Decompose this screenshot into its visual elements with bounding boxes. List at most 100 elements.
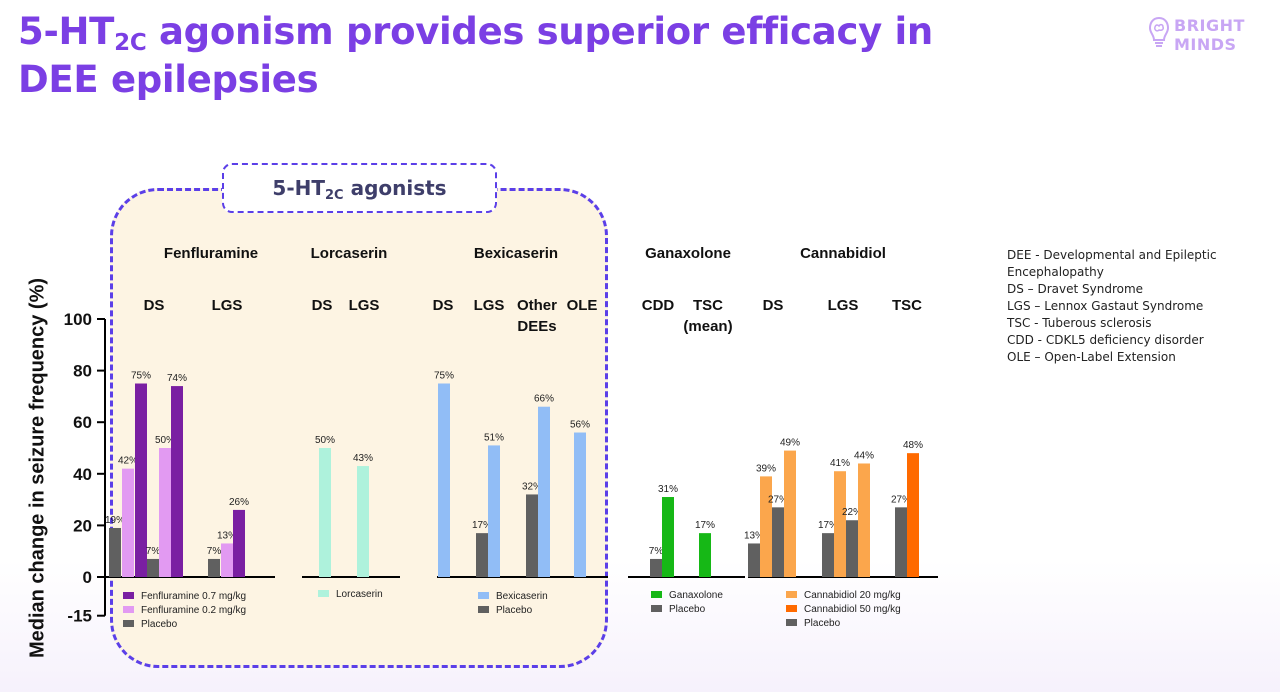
logo-line-1: BRIGHT (1174, 16, 1245, 35)
glossary-item: CDD - CDKL5 deficiency disorder (1007, 333, 1204, 347)
legend-swatch-placebo (786, 619, 797, 626)
group-label: DS (763, 297, 784, 314)
bar-value-label: 42% (118, 456, 138, 467)
group-label: DS (433, 297, 454, 314)
bar-value-label: 13% (217, 530, 237, 541)
legend-swatch-cannabidiol-20-mg-kg (786, 591, 797, 598)
bar-placebo (476, 533, 488, 577)
group-label: LGS (828, 297, 859, 314)
legend-label: Placebo (496, 605, 533, 616)
bar-value-label: 27% (768, 494, 788, 505)
glossary-item: DS – Dravet Syndrome (1007, 282, 1144, 296)
bar-value-label: 39% (756, 463, 776, 474)
bar-placebo (846, 520, 858, 577)
bar-fenfluramine-0-7-mg-kg (171, 386, 183, 577)
bar-placebo (147, 558, 159, 577)
legend-label: Ganaxolone (669, 590, 723, 601)
bar-value-label: 17% (695, 520, 715, 531)
legend-label: Placebo (804, 618, 841, 629)
bar-lorcaserin (319, 448, 331, 577)
y-tick-label: 80 (73, 362, 92, 381)
bar-value-label: 31% (658, 484, 678, 495)
efficacy-bar-chart: 100 80 60 40 20 0 -15 Fenfluramine Lorcaserin Bex… (64, 245, 938, 630)
group-label: OLE (567, 297, 598, 314)
bar-cannabidiol-50-mg-kg (907, 453, 919, 577)
bar-cannabidiol-20-mg-kg (834, 471, 846, 577)
y-tick-label: 40 (73, 465, 92, 484)
bar-value-label: 56% (570, 420, 590, 431)
abbreviation-glossary: DEE - Developmental and Epileptic Enceph… (1007, 247, 1247, 366)
bar-value-label: 41% (830, 458, 850, 469)
bar-value-label: 19% (105, 515, 125, 526)
bar-placebo (772, 507, 784, 577)
legend-swatch-fenfluramine-0-2-mg-kg (123, 606, 134, 613)
bar-fenfluramine-0-2-mg-kg (221, 543, 233, 577)
bar-value-label: 7% (649, 546, 664, 557)
bar-placebo (526, 494, 538, 577)
bar-fenfluramine-0-2-mg-kg (159, 448, 171, 577)
bar-bexicaserin (488, 445, 500, 577)
bar-cannabidiol-20-mg-kg (858, 463, 870, 577)
bar-placebo (650, 558, 662, 577)
bar-cannabidiol-20-mg-kg (760, 476, 772, 577)
y-axis-label: Median change in seizure frequency (%) (26, 277, 49, 659)
legend-swatch-cannabidiol-50-mg-kg (786, 605, 797, 612)
bar-lorcaserin (357, 466, 369, 577)
glossary-item: LGS – Lennox Gastaut Syndrome (1007, 299, 1204, 313)
bar-fenfluramine-0-2-mg-kg (122, 468, 134, 577)
bar-value-label: 75% (131, 371, 151, 382)
bar-value-label: 13% (744, 530, 764, 541)
drug-header: Bexicaserin (474, 245, 558, 262)
group-label: CDD (642, 297, 675, 314)
y-tick-label: 20 (73, 516, 92, 535)
bright-minds-logo: BRIGHT MINDS (1148, 16, 1260, 58)
logo-wordmark: BRIGHT MINDS (1174, 16, 1245, 54)
bar-bexicaserin (438, 383, 450, 577)
bar-value-label: 32% (522, 481, 542, 492)
bar-value-label: 26% (229, 497, 249, 508)
y-tick-label: -15 (67, 607, 92, 626)
drug-header: Fenfluramine (164, 245, 258, 262)
bar-value-label: 17% (472, 520, 492, 531)
bar-placebo (109, 527, 121, 577)
bar-value-label: 50% (315, 435, 335, 446)
bar-value-label: 44% (854, 450, 874, 461)
bar-value-label: 7% (146, 546, 161, 557)
legend-swatch-fenfluramine-0-7-mg-kg (123, 592, 134, 599)
legend-label: Cannabidiol 50 mg/kg (804, 604, 901, 615)
group-label: LGS (349, 297, 380, 314)
bar-ganaxolone (662, 497, 674, 577)
legend-label: Fenfluramine 0.2 mg/kg (141, 605, 246, 616)
glossary-item: DEE - Developmental and Epileptic Enceph… (1007, 248, 1217, 279)
drug-header: Lorcaserin (311, 245, 388, 262)
group-label: TSC (892, 297, 922, 314)
legend-swatch-placebo (478, 606, 489, 613)
agonists-highlight-region (110, 188, 608, 668)
bar-fenfluramine-0-7-mg-kg (233, 509, 245, 577)
bar-value-label: 66% (534, 394, 554, 405)
legend-swatch-placebo (123, 620, 134, 627)
glossary-item: TSC - Tuberous sclerosis (1007, 316, 1152, 330)
bar-placebo (748, 543, 760, 577)
drug-header: Ganaxolone (645, 245, 731, 262)
legend-label: Placebo (141, 619, 178, 630)
legend-label: Cannabidiol 20 mg/kg (804, 590, 901, 601)
slide-title: 5-HT2C agonism provides superior efficac… (18, 10, 933, 101)
bar-cannabidiol-20-mg-kg (784, 450, 796, 577)
bar-value-label: 22% (842, 507, 862, 518)
legend-label: Fenfluramine 0.7 mg/kg (141, 591, 246, 602)
agonists-label: 5-HT2C agonists (222, 163, 497, 213)
logo-line-2: MINDS (1174, 35, 1237, 54)
bar-value-label: 27% (891, 494, 911, 505)
bar-value-label: 48% (903, 440, 923, 451)
bar-bexicaserin (574, 432, 586, 577)
legend-swatch-ganaxolone (651, 591, 662, 598)
group-label: DS (144, 297, 165, 314)
glossary-item: OLE – Open-Label Extension (1007, 350, 1176, 364)
bar-value-label: 7% (207, 546, 222, 557)
bar-value-label: 43% (353, 453, 373, 464)
y-tick-label: 60 (73, 413, 92, 432)
bar-value-label: 17% (818, 520, 838, 531)
legend-swatch-lorcaserin (318, 590, 329, 597)
lightbulb-brain-icon (1148, 16, 1170, 47)
